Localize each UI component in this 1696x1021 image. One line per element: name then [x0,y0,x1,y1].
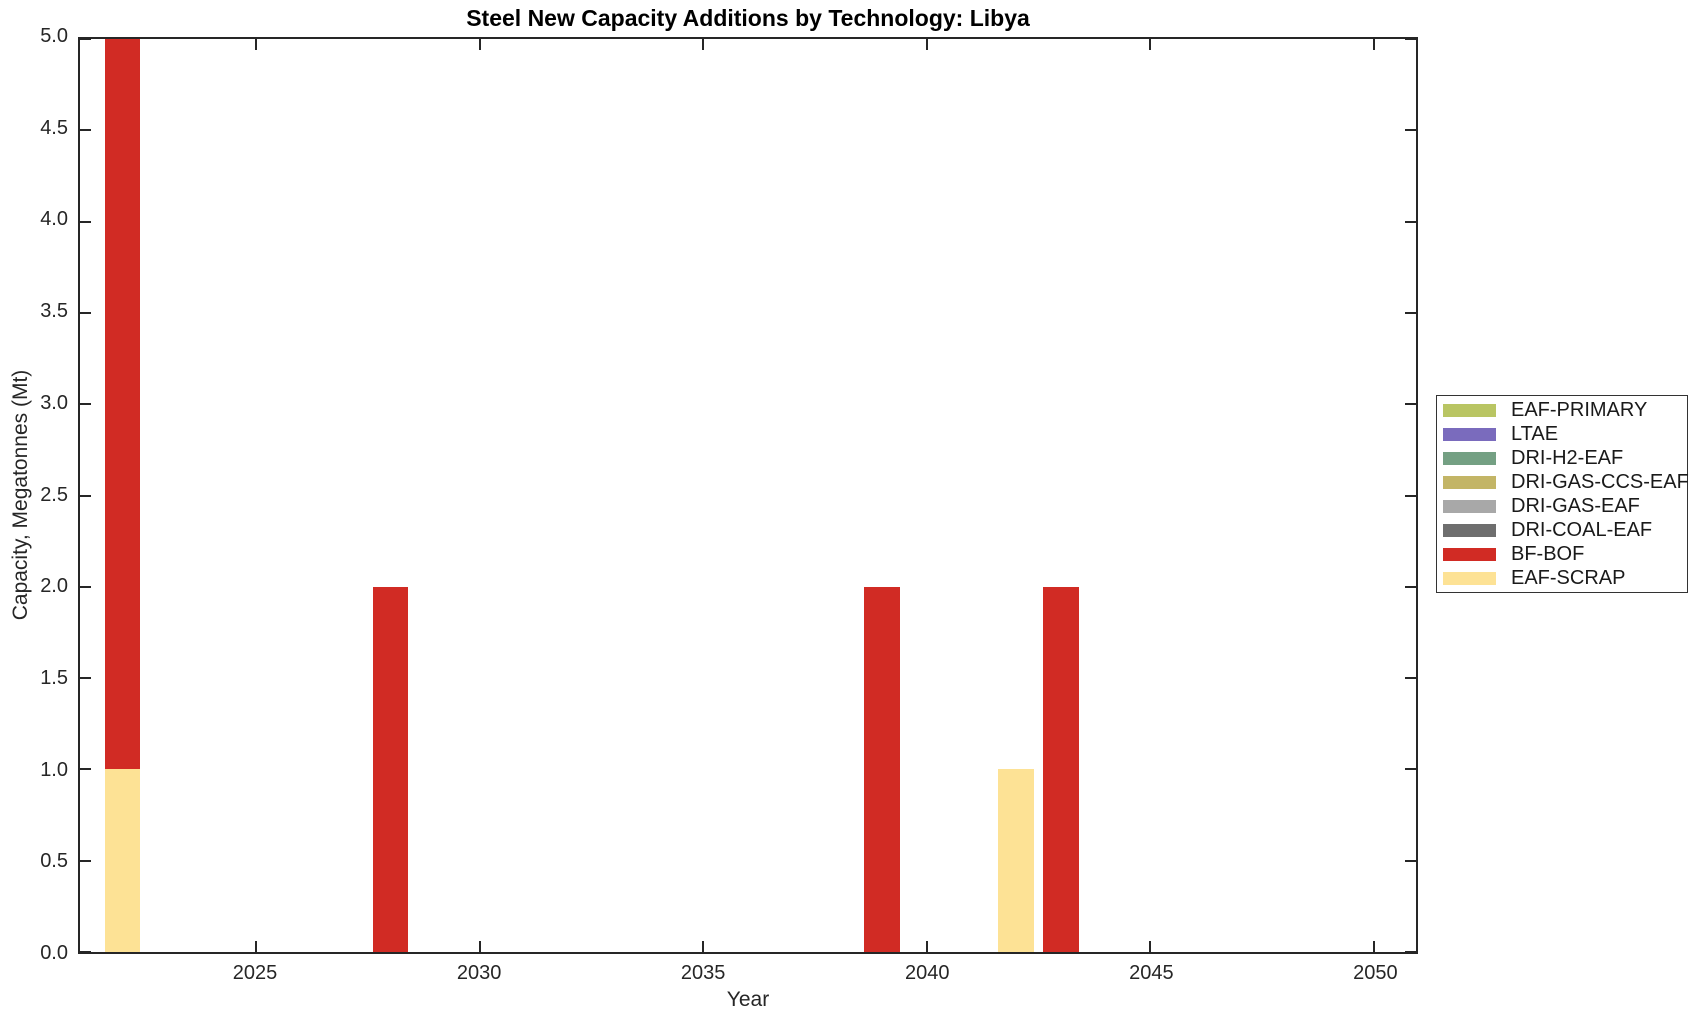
y-tick [80,951,91,953]
y-axis-label-text: Capacity, Megatonnes (Mt) [9,369,32,621]
legend-label: LTAE [1511,422,1559,445]
legend-swatch [1443,427,1496,441]
bar-segment-bf-bof [104,39,141,770]
y-tick [80,859,91,862]
y-tick [1405,951,1416,953]
x-tick-label: 2025 [232,962,278,984]
bar-segment-bf-bof [1042,586,1079,952]
y-tick [80,311,91,314]
legend-entry-eaf-primary: EAF-PRIMARY [1437,398,1687,422]
y-tick [80,38,91,40]
x-tick [478,39,481,50]
bar-2043 [1042,39,1079,952]
x-tick [255,39,258,50]
y-tick [1405,38,1416,40]
x-tick [478,941,481,952]
y-tick-label: 1.5 [40,666,68,689]
x-tick [1149,39,1152,50]
legend-entry-dri-gas-eaf: DRI-GAS-EAF [1437,494,1687,518]
x-tick [1372,941,1375,952]
y-tick-label: 4.5 [40,116,68,139]
y-tick-label: 5.0 [40,25,68,47]
x-axis-label: Year [726,988,770,1011]
x-tick [1372,39,1375,50]
x-tick [925,941,928,952]
y-tick [80,677,91,680]
chart-title: Steel New Capacity Additions by Technolo… [466,5,1030,31]
legend-swatch [1443,499,1496,513]
y-tick [1405,311,1416,314]
legend-label: DRI-H2-EAF [1511,446,1624,469]
bar-2022 [104,39,141,952]
legend-swatch [1443,523,1496,537]
legend-label: DRI-GAS-EAF [1511,494,1640,517]
y-tick-label: 4.0 [40,208,68,231]
y-tick-label: 2.0 [40,575,68,598]
legend-swatch [1443,451,1496,465]
bar-2039 [864,39,900,952]
legend-label: EAF-PRIMARY [1511,398,1648,421]
y-tick-label: 1.0 [40,758,68,781]
legend-entry-dri-coal-eaf: DRI-COAL-EAF [1437,518,1687,542]
x-tick-label: 2040 [905,962,950,984]
y-tick [1405,494,1416,497]
legend-swatch [1443,571,1496,585]
legend-label: BF-BOF [1511,542,1585,565]
y-tick [80,768,91,771]
y-tick [80,494,91,497]
x-tick [702,39,705,50]
y-tick [1405,768,1416,771]
legend-swatch [1443,547,1496,561]
x-tick-label: 2030 [456,962,502,984]
legend: EAF-PRIMARY LTAE DRI-H2-EAF DRI-GAS-CCS-EAF… [1436,395,1689,593]
bar-segment-bf-bof [372,586,409,952]
legend-entry-dri-gas-ccs-eaf: DRI-GAS-CCS-EAF [1437,470,1689,494]
legend-label: DRI-GAS-CCS-EAF [1511,470,1689,493]
legend-entry-eaf-scrap: EAF-SCRAP [1437,566,1687,590]
y-tick [1405,129,1416,132]
legend-entry-ltae: LTAE [1437,422,1687,446]
bar-2028 [372,39,409,952]
y-tick [1405,220,1416,223]
x-tick-label: 2045 [1129,962,1174,984]
bar-2042 [998,39,1034,952]
y-tick-label: 3.5 [40,300,68,323]
x-tick [255,941,258,952]
x-tick [1149,941,1152,952]
bar-segment-eaf-scrap [998,769,1034,952]
y-tick [1405,585,1416,588]
bar-segment-eaf-scrap [104,769,141,952]
x-tick [925,39,928,50]
legend-entry-dri-h2-eaf: DRI-H2-EAF [1437,446,1687,470]
y-tick [80,585,91,588]
legend-entry-bf-bof: BF-BOF [1437,542,1687,566]
y-tick-label: 3.0 [40,391,68,414]
y-tick [80,403,91,406]
y-tick [1405,677,1416,680]
y-tick [80,129,91,132]
y-tick-label: 2.5 [40,483,68,506]
y-tick [1405,859,1416,862]
y-tick-label: 0.5 [40,850,68,873]
y-tick [1405,403,1416,406]
x-tick-label: 2050 [1353,962,1398,984]
y-tick-label: 0.0 [40,942,68,964]
y-tick [80,220,91,223]
bar-segment-bf-bof [864,586,900,952]
x-tick [702,941,705,952]
legend-swatch [1443,475,1496,489]
legend-swatch [1443,403,1496,417]
legend-label: DRI-COAL-EAF [1511,518,1653,541]
x-tick-label: 2035 [680,962,726,984]
legend-label: EAF-SCRAP [1511,566,1626,589]
plot-area [78,37,1418,954]
